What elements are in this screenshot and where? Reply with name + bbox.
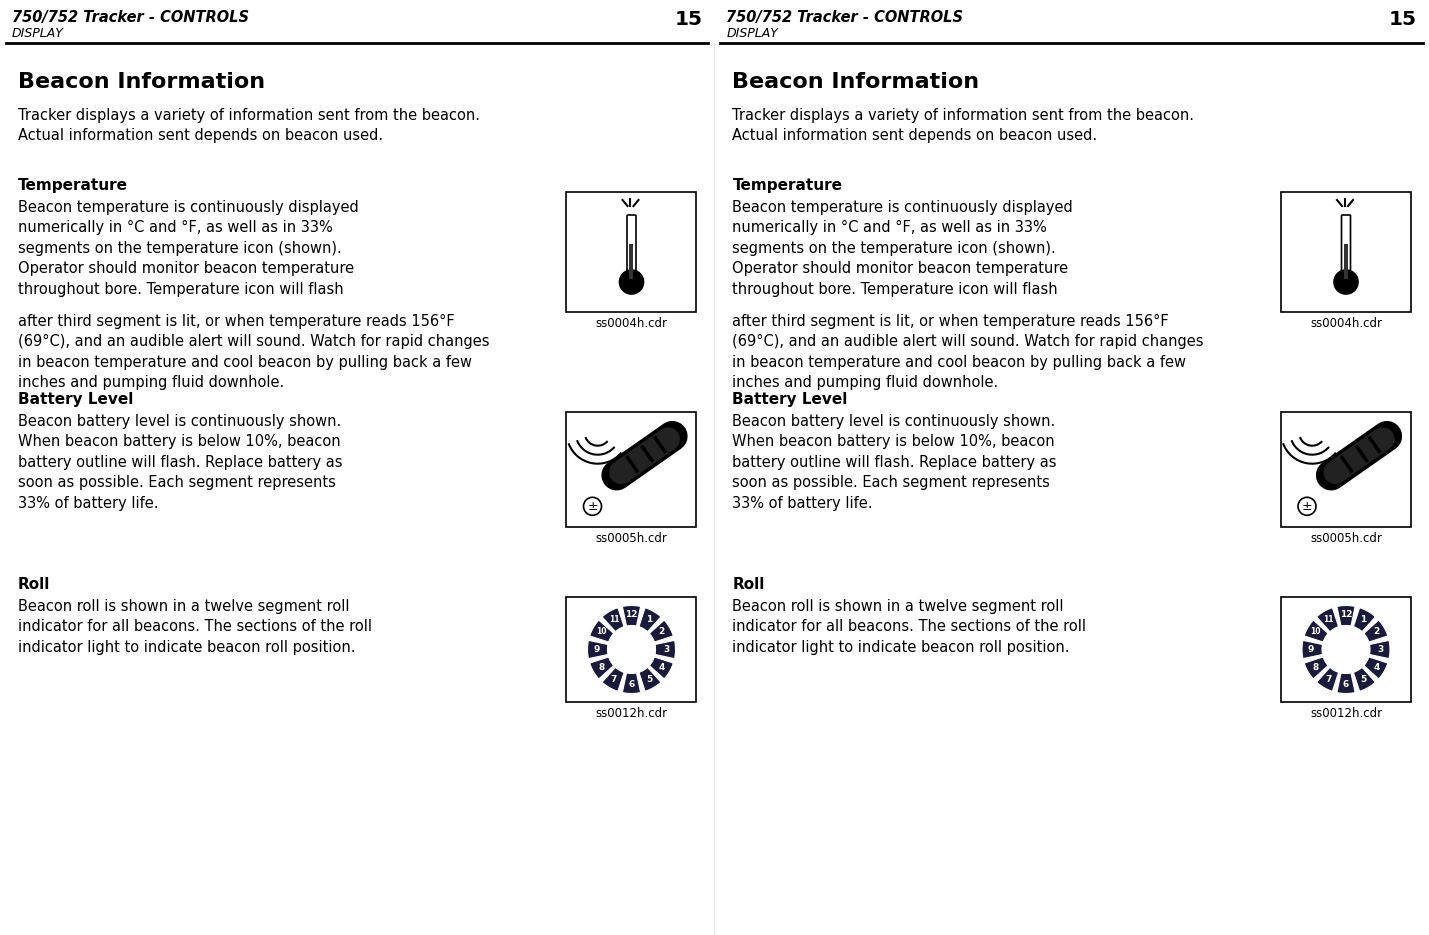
Text: DISPLAY: DISPLAY [726, 27, 779, 40]
Bar [1280, 192, 1410, 312]
Text: DISPLAY: DISPLAY [11, 27, 64, 40]
Polygon shape [1338, 673, 1355, 694]
Polygon shape [1353, 608, 1376, 632]
Polygon shape [649, 620, 673, 642]
Polygon shape [639, 608, 662, 632]
Circle shape [620, 270, 643, 294]
Text: Battery Level: Battery Level [19, 392, 133, 407]
Bar [566, 597, 696, 702]
Text: 4: 4 [1373, 663, 1379, 671]
Text: 3: 3 [1378, 645, 1385, 654]
Text: ss0012h.cdr: ss0012h.cdr [596, 707, 667, 720]
Text: Beacon roll is shown in a twelve segment roll
indicator for all beacons. The sec: Beacon roll is shown in a twelve segment… [733, 599, 1086, 654]
Text: Roll: Roll [733, 577, 765, 592]
Text: 15: 15 [1389, 10, 1418, 29]
Text: 5: 5 [1360, 675, 1366, 684]
Polygon shape [623, 606, 640, 626]
Polygon shape [1305, 657, 1328, 679]
Polygon shape [590, 620, 613, 642]
Text: Beacon Information: Beacon Information [19, 72, 266, 92]
Text: Roll: Roll [19, 577, 50, 592]
Text: 750/752 Tracker - CONTROLS: 750/752 Tracker - CONTROLS [11, 10, 249, 25]
Circle shape [1298, 497, 1316, 515]
Text: 12: 12 [626, 610, 637, 619]
Polygon shape [649, 657, 673, 679]
Text: ±: ± [1302, 500, 1312, 512]
Circle shape [609, 626, 654, 672]
Text: ss0004h.cdr: ss0004h.cdr [596, 317, 667, 330]
Circle shape [1335, 270, 1358, 294]
Text: Temperature: Temperature [19, 178, 129, 193]
Polygon shape [623, 673, 640, 694]
Text: ss0005h.cdr: ss0005h.cdr [1310, 532, 1382, 545]
Polygon shape [1353, 668, 1376, 691]
Text: 10: 10 [596, 627, 606, 637]
Bar [566, 412, 696, 527]
Circle shape [583, 497, 602, 515]
Polygon shape [654, 640, 676, 658]
Text: 4: 4 [659, 663, 664, 671]
Text: 8: 8 [1313, 663, 1319, 671]
Text: 750/752 Tracker - CONTROLS: 750/752 Tracker - CONTROLS [726, 10, 963, 25]
Text: 5: 5 [646, 675, 652, 684]
Text: 1: 1 [646, 614, 652, 624]
Text: Battery Level: Battery Level [733, 392, 847, 407]
Text: 9: 9 [593, 645, 600, 654]
Text: 12: 12 [1340, 610, 1352, 619]
Polygon shape [602, 668, 624, 691]
Text: Beacon temperature is continuously displayed
numerically in °C and °F, as well a: Beacon temperature is continuously displ… [19, 200, 359, 296]
Text: ss0005h.cdr: ss0005h.cdr [596, 532, 667, 545]
Text: 9: 9 [1308, 645, 1315, 654]
Text: ss0004h.cdr: ss0004h.cdr [1310, 317, 1382, 330]
FancyBboxPatch shape [1342, 215, 1350, 281]
Polygon shape [1363, 620, 1388, 642]
Text: 11: 11 [609, 614, 619, 624]
Text: 3: 3 [663, 645, 670, 654]
Text: after third segment is lit, or when temperature reads 156°F
(69°C), and an audib: after third segment is lit, or when temp… [733, 314, 1205, 390]
Bar [1345, 244, 1348, 279]
Polygon shape [1305, 620, 1328, 642]
Text: Beacon roll is shown in a twelve segment roll
indicator for all beacons. The sec: Beacon roll is shown in a twelve segment… [19, 599, 372, 654]
Polygon shape [587, 640, 607, 658]
Text: Beacon battery level is continuously shown.
When beacon battery is below 10%, be: Beacon battery level is continuously sho… [733, 414, 1057, 511]
Text: 8: 8 [599, 663, 604, 671]
Bar [1280, 412, 1410, 527]
Text: 10: 10 [1310, 627, 1320, 637]
Text: Beacon battery level is continuously shown.
When beacon battery is below 10%, be: Beacon battery level is continuously sho… [19, 414, 343, 511]
Bar [566, 192, 696, 312]
Polygon shape [1369, 640, 1390, 658]
Text: 2: 2 [659, 627, 664, 637]
Polygon shape [1363, 657, 1388, 679]
Polygon shape [1316, 668, 1339, 691]
Text: 7: 7 [610, 675, 617, 684]
Bar [630, 244, 633, 279]
Polygon shape [639, 668, 662, 691]
Polygon shape [1338, 606, 1355, 626]
Polygon shape [1316, 608, 1339, 632]
Text: Beacon temperature is continuously displayed
numerically in °C and °F, as well a: Beacon temperature is continuously displ… [733, 200, 1073, 296]
Text: 2: 2 [1373, 627, 1379, 637]
Polygon shape [590, 657, 613, 679]
Text: after third segment is lit, or when temperature reads 156°F
(69°C), and an audib: after third segment is lit, or when temp… [19, 314, 490, 390]
Bar [1280, 597, 1410, 702]
Text: 6: 6 [629, 680, 634, 689]
Polygon shape [1302, 640, 1322, 658]
Text: 7: 7 [1325, 675, 1332, 684]
Text: 6: 6 [1343, 680, 1349, 689]
FancyBboxPatch shape [627, 215, 636, 281]
Text: ss0012h.cdr: ss0012h.cdr [1310, 707, 1382, 720]
Text: 1: 1 [1360, 614, 1366, 624]
Text: Temperature: Temperature [733, 178, 843, 193]
Text: Beacon Information: Beacon Information [733, 72, 980, 92]
Text: Tracker displays a variety of information sent from the beacon.
Actual informati: Tracker displays a variety of informatio… [733, 108, 1195, 143]
Text: 11: 11 [1323, 614, 1333, 624]
Text: ±: ± [587, 500, 597, 512]
Circle shape [1323, 626, 1369, 672]
Text: Tracker displays a variety of information sent from the beacon.
Actual informati: Tracker displays a variety of informatio… [19, 108, 480, 143]
Polygon shape [602, 608, 624, 632]
Text: 15: 15 [674, 10, 703, 29]
